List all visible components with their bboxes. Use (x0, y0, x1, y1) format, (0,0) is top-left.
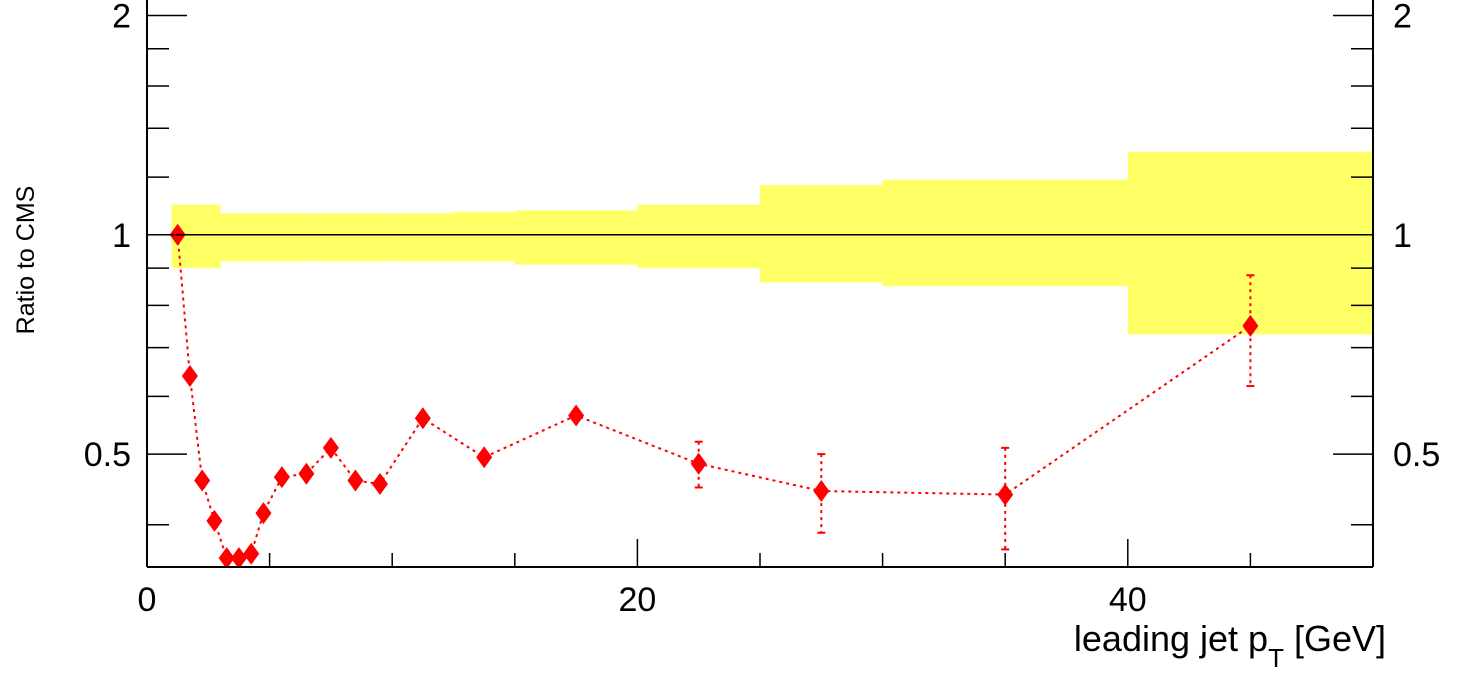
band-bin (882, 179, 1128, 287)
data-point (273, 466, 290, 489)
data-point (568, 404, 585, 427)
band-bin (392, 213, 454, 262)
band-bin (760, 185, 883, 283)
x-tick-label: 40 (1109, 581, 1147, 619)
x-axis-title-sub: T (1268, 643, 1284, 673)
band-bin (318, 213, 393, 262)
data-point (218, 547, 235, 567)
x-tick-label: 20 (618, 581, 656, 619)
data-point (414, 407, 431, 430)
data-point (690, 452, 707, 475)
band-bin (637, 204, 760, 269)
data-point (298, 462, 315, 485)
data-point (206, 509, 223, 532)
data-point (181, 365, 198, 388)
band-bin (1127, 151, 1373, 335)
x-axis-title-main: leading jet p (1074, 618, 1268, 659)
band-bin (514, 210, 638, 265)
x-axis-title: leading jet pT [GeV] (1074, 618, 1386, 673)
data-point (476, 446, 493, 469)
y-axis-title: Ratio to CMS (12, 186, 40, 335)
y-tick-label-left: 0.5 (84, 436, 131, 474)
data-series (169, 223, 1259, 567)
data-point (230, 547, 247, 567)
y-tick-label-right: 1 (1393, 217, 1412, 255)
data-point (194, 469, 211, 492)
axes: 0 20 40 0.5 0.5 1 1 2 2 (84, 0, 1440, 619)
data-point (371, 472, 388, 495)
data-point (322, 436, 339, 459)
data-point (997, 483, 1014, 506)
uncertainty-band (171, 151, 1373, 335)
data-point (813, 480, 830, 503)
y-tick-label-right: 0.5 (1393, 436, 1440, 474)
x-axis-title-unit: [GeV] (1284, 618, 1386, 659)
band-bin (220, 213, 319, 262)
x-tick-label: 0 (138, 581, 157, 619)
band-bin (453, 211, 515, 262)
data-point (347, 469, 364, 492)
y-tick-label-left: 1 (112, 217, 131, 255)
data-point (243, 542, 260, 565)
y-tick-label-left: 2 (112, 0, 131, 35)
data-point (1242, 314, 1259, 337)
data-point (255, 502, 272, 525)
y-tick-label-right: 2 (1393, 0, 1412, 35)
